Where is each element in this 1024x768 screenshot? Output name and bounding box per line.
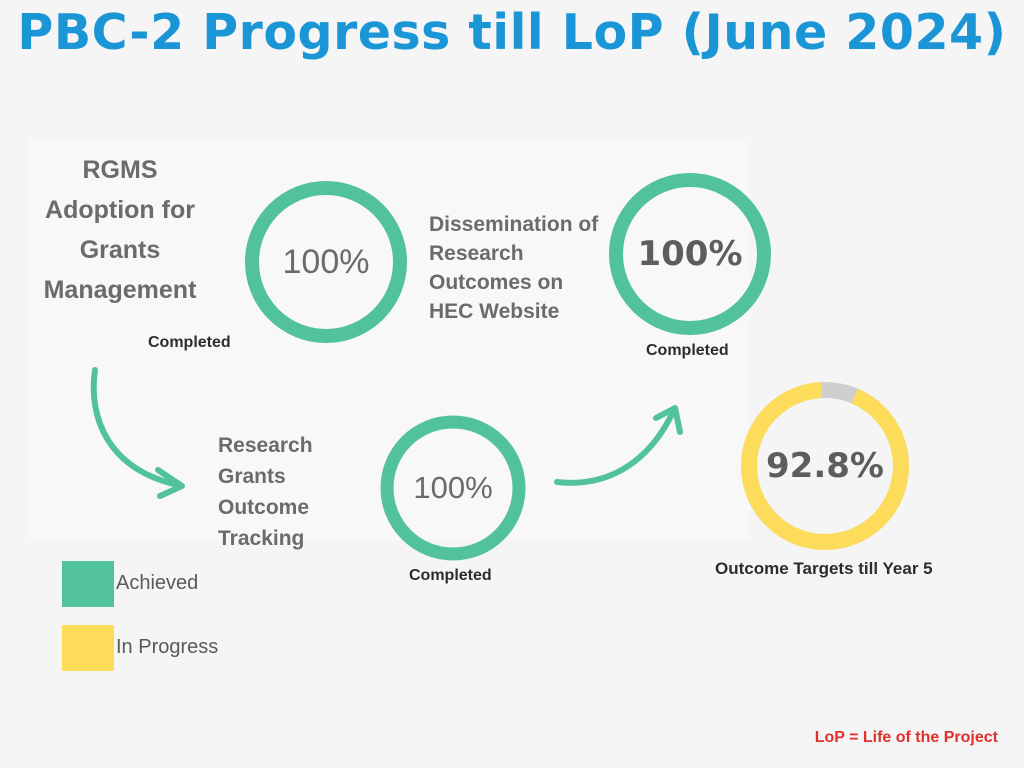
dissemination-progress-ring <box>609 173 771 335</box>
tracking-heading-line: Outcome <box>218 496 310 519</box>
arrow-up-right-icon <box>554 405 683 486</box>
footnote: LoP = Life of the Project <box>814 729 998 746</box>
targets-percent: 92.8% <box>766 446 884 486</box>
dissemination-heading-line: HEC Website <box>429 300 560 323</box>
dissemination-heading-line: Dissemination of <box>429 213 599 236</box>
page-title: PBC-2 Progress till LoP (June 2024) <box>17 4 1007 61</box>
tracking-status: Completed <box>409 567 492 584</box>
dissemination-status: Completed <box>646 342 729 359</box>
rgms-heading: RGMS Adoption for Grants Management <box>20 150 220 310</box>
rgms-heading-line: Grants <box>79 236 161 264</box>
dissemination-percent: 100% <box>637 234 743 274</box>
rgms-heading-line: Management <box>43 276 197 304</box>
rgms-status: Completed <box>148 334 231 351</box>
legend-label-in-progress: In Progress <box>116 636 219 658</box>
tracking-heading-line: Research <box>218 434 313 457</box>
arrow-down-right-icon <box>90 367 185 499</box>
tracking-heading-line: Grants <box>218 465 286 488</box>
tracking-heading-line: Tracking <box>218 527 305 550</box>
legend-label-achieved: Achieved <box>116 572 199 594</box>
dissemination-heading: Dissemination of Research Outcomes on HE… <box>429 210 619 326</box>
tracking-percent: 100% <box>413 470 493 505</box>
rgms-percent: 100% <box>282 242 370 281</box>
targets-progress-ring <box>741 382 909 551</box>
tracking-heading: Research Grants Outcome Tracking <box>218 430 358 554</box>
targets-label: Outcome Targets till Year 5 <box>715 559 933 578</box>
dissemination-heading-line: Outcomes on <box>429 271 564 294</box>
rgms-heading-line: RGMS <box>82 156 158 184</box>
tracking-progress-ring <box>380 415 526 561</box>
rgms-heading-line: Adoption for <box>45 196 195 224</box>
legend-swatch-in-progress <box>62 625 114 671</box>
rgms-progress-ring <box>245 181 407 343</box>
dissemination-heading-line: Research <box>429 242 524 265</box>
legend-swatch-achieved <box>62 561 114 607</box>
